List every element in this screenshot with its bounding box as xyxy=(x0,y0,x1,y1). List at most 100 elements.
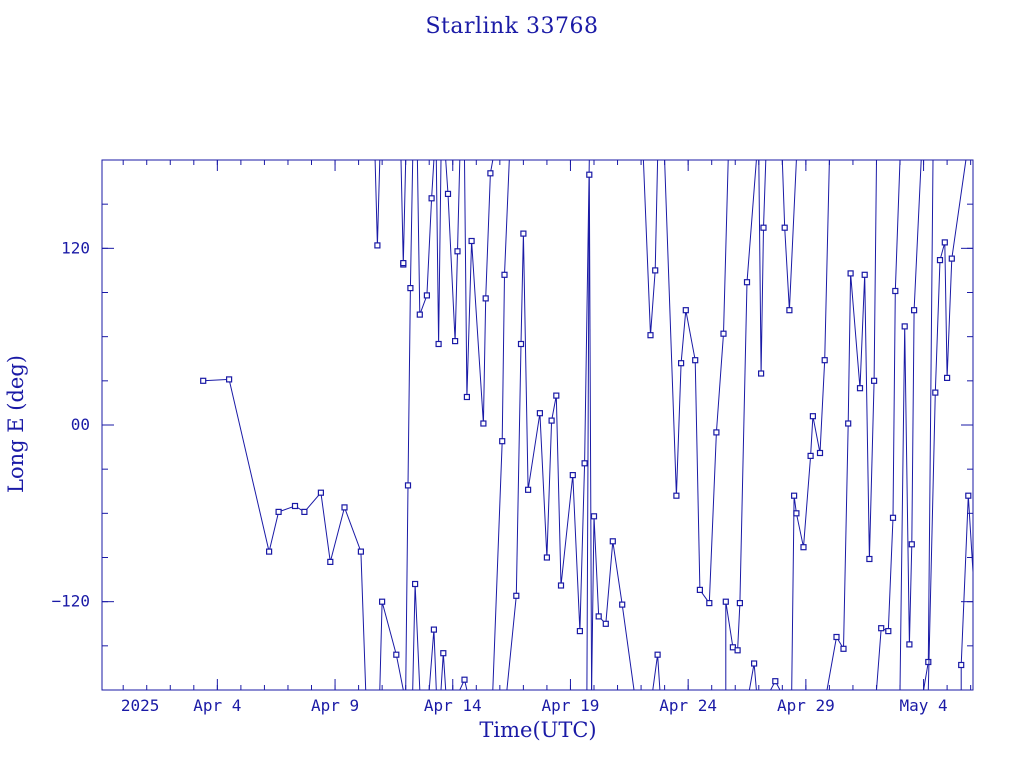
data-point xyxy=(501,271,508,278)
series-line xyxy=(506,160,590,690)
data-point xyxy=(595,613,602,620)
data-point xyxy=(936,257,944,264)
data-point xyxy=(226,376,233,383)
data-point xyxy=(327,558,334,566)
data-point xyxy=(291,502,299,510)
data-point xyxy=(652,267,659,274)
x-tick-label: Apr 24 xyxy=(659,696,717,715)
x-tick-label: Apr 4 xyxy=(193,696,241,715)
data-point xyxy=(878,625,885,632)
data-point xyxy=(856,385,864,392)
data-point xyxy=(602,620,609,627)
data-point xyxy=(557,582,565,589)
data-point xyxy=(517,340,525,348)
data-point xyxy=(576,627,584,635)
data-point xyxy=(379,598,386,605)
data-point xyxy=(870,377,878,384)
series-line xyxy=(918,160,934,690)
x-year-label: 2025 xyxy=(121,696,160,715)
data-point xyxy=(833,633,840,641)
data-point xyxy=(404,482,412,489)
data-point xyxy=(435,340,442,348)
data-point xyxy=(569,472,576,479)
data-point xyxy=(301,508,308,515)
data-point xyxy=(416,311,423,318)
data-point xyxy=(821,357,828,364)
data-point xyxy=(910,307,918,314)
series-line xyxy=(781,160,797,311)
data-point xyxy=(430,626,437,633)
data-point xyxy=(461,676,468,683)
data-point xyxy=(840,645,847,652)
series-line xyxy=(826,160,877,690)
series-line xyxy=(428,629,437,690)
data-point xyxy=(772,678,779,685)
data-point xyxy=(407,285,414,292)
data-point xyxy=(581,460,588,467)
data-point xyxy=(1006,442,1011,447)
data-point xyxy=(958,661,965,669)
data-point xyxy=(673,492,680,499)
data-point xyxy=(908,541,915,548)
series-line xyxy=(725,160,757,690)
data-point xyxy=(341,504,348,511)
y-tick-label: −120 xyxy=(51,592,90,611)
data-point xyxy=(520,230,527,237)
y-tick-label: 00 xyxy=(71,415,90,434)
data-point xyxy=(590,513,598,520)
data-point xyxy=(586,171,593,178)
data-point xyxy=(706,599,713,607)
data-point xyxy=(932,389,939,396)
series-line xyxy=(652,654,661,690)
data-point xyxy=(696,586,704,594)
chart-title: Starlink 33768 xyxy=(425,14,599,39)
data-point xyxy=(548,417,555,424)
plot-frame xyxy=(101,159,974,691)
data-point xyxy=(654,651,661,658)
data-point xyxy=(454,248,461,255)
data-point xyxy=(275,508,282,515)
data-point xyxy=(941,239,948,246)
data-series xyxy=(200,160,1018,690)
data-point xyxy=(800,544,807,551)
data-point xyxy=(200,377,207,384)
data-point xyxy=(807,452,814,459)
series-line xyxy=(758,160,767,374)
series-line xyxy=(379,601,404,690)
data-point xyxy=(743,279,751,286)
data-point xyxy=(786,307,793,314)
series-line xyxy=(642,160,659,336)
data-point xyxy=(793,510,800,517)
series-line xyxy=(405,160,414,690)
data-point xyxy=(357,548,364,555)
series-line xyxy=(435,160,442,345)
data-point xyxy=(722,598,729,605)
data-point xyxy=(925,658,932,666)
x-tick-label: Apr 14 xyxy=(424,696,482,715)
series-line xyxy=(960,495,973,690)
data-point xyxy=(975,646,980,651)
data-point xyxy=(892,287,899,295)
data-point xyxy=(816,449,824,457)
series-line xyxy=(374,160,381,246)
data-point xyxy=(647,332,654,339)
data-point xyxy=(463,393,470,401)
data-point xyxy=(861,271,868,278)
data-point xyxy=(682,307,689,314)
data-point xyxy=(428,195,435,202)
data-point xyxy=(901,323,908,330)
data-point xyxy=(536,410,544,417)
data-point xyxy=(452,338,459,345)
data-point xyxy=(980,495,985,500)
data-point xyxy=(487,170,494,177)
data-point xyxy=(757,370,765,377)
y-tick-label: 120 xyxy=(61,238,90,257)
data-point xyxy=(736,599,744,607)
series-line xyxy=(464,160,494,424)
series-line xyxy=(899,160,922,690)
x-tick-label: Apr 19 xyxy=(542,696,600,715)
data-point xyxy=(965,492,972,499)
x-tick-label: May 4 xyxy=(899,696,947,715)
data-point xyxy=(1013,268,1018,273)
